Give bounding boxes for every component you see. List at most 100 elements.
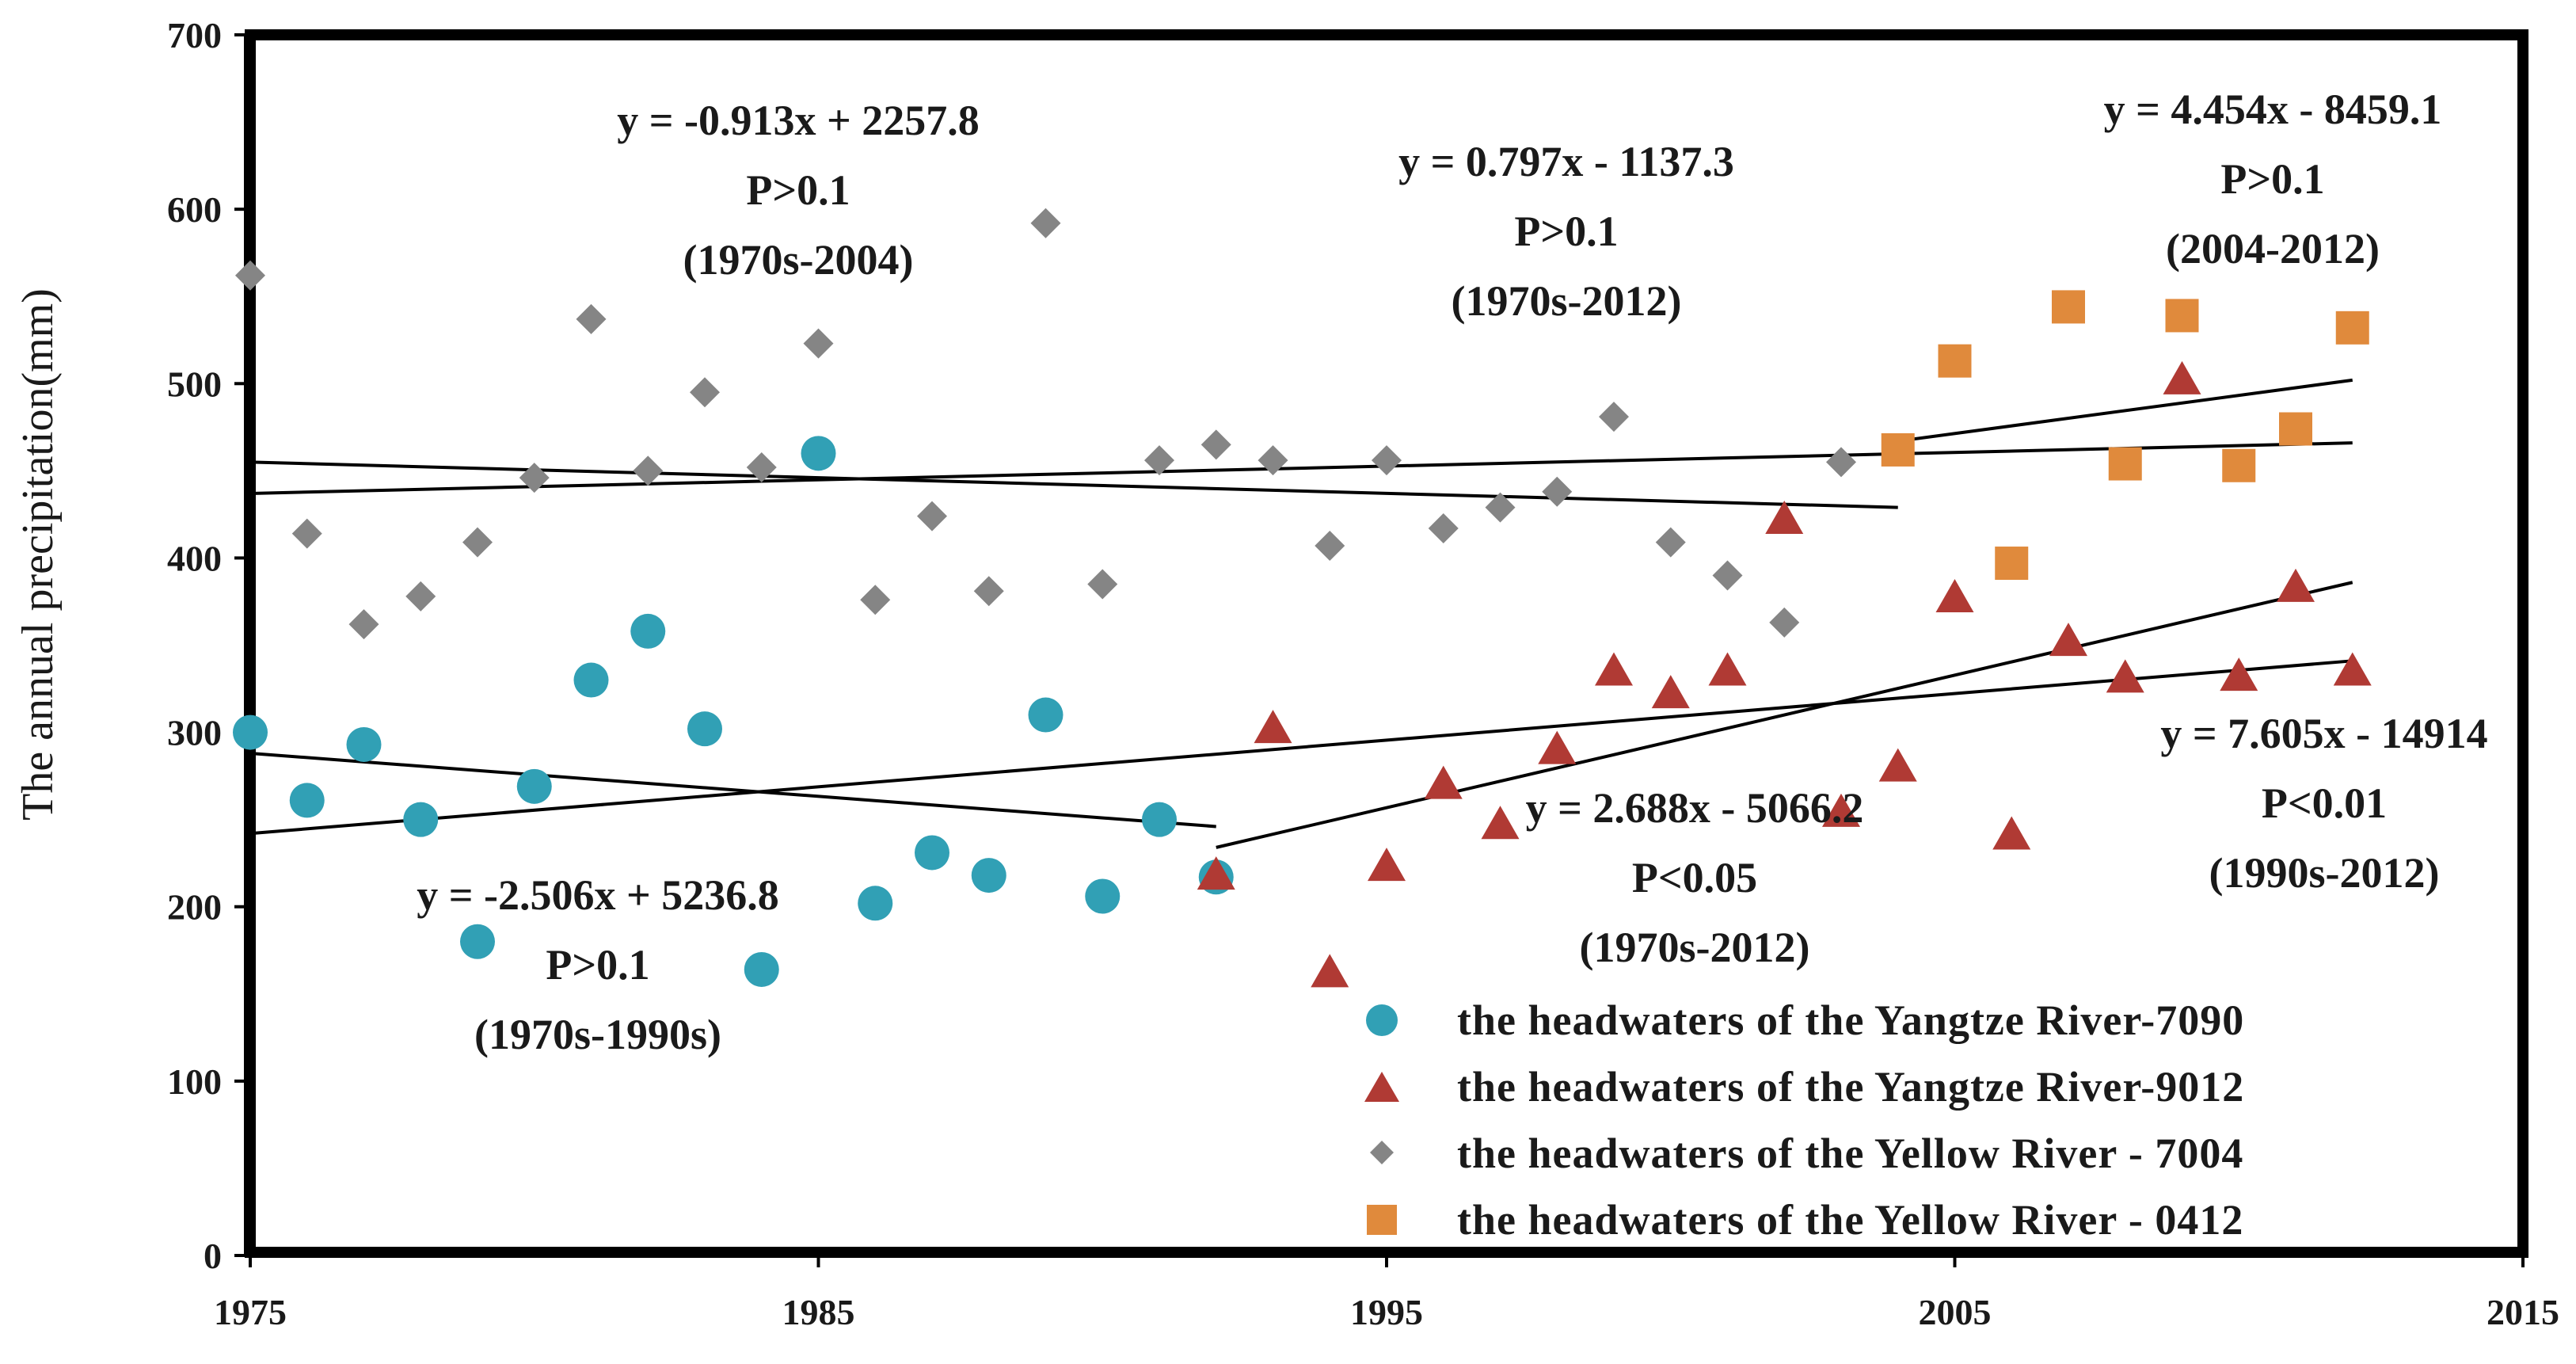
point-square bbox=[2222, 448, 2256, 482]
point-diamond bbox=[235, 260, 265, 291]
point-diamond bbox=[1769, 607, 1800, 638]
point-triangle bbox=[1935, 579, 1974, 613]
point-circle bbox=[858, 886, 893, 921]
x-tick-label: 1975 bbox=[214, 1292, 287, 1332]
point-diamond bbox=[291, 518, 322, 549]
y-tick-label: 200 bbox=[167, 887, 222, 928]
point-diamond bbox=[1485, 492, 1516, 523]
y-axis-ticks: 0 100 200 300 400 500 600 700 bbox=[167, 15, 245, 1276]
annotation-period: (1970s-2012) bbox=[1452, 277, 1682, 325]
point-square bbox=[2335, 311, 2369, 345]
point-triangle bbox=[2106, 659, 2144, 693]
point-diamond bbox=[1087, 569, 1118, 600]
x-tick-label: 1985 bbox=[782, 1292, 855, 1332]
point-circle bbox=[403, 802, 439, 837]
annotation-equation: y = -0.913x + 2257.8 bbox=[617, 97, 980, 144]
point-triangle bbox=[1595, 652, 1633, 686]
point-diamond bbox=[1144, 445, 1174, 476]
point-diamond bbox=[1599, 402, 1629, 432]
annotation-period: (1990s-2012) bbox=[2209, 849, 2440, 897]
point-triangle bbox=[1822, 793, 1860, 827]
legend-label: the headwaters of the Yellow River - 041… bbox=[1457, 1196, 2243, 1244]
legend-label: the headwaters of the Yangtze River-9012 bbox=[1457, 1063, 2244, 1111]
point-diamond bbox=[519, 463, 550, 493]
point-circle bbox=[233, 714, 268, 750]
legend-marker-diamond bbox=[1370, 1141, 1394, 1164]
point-diamond bbox=[690, 377, 720, 408]
plot-frame bbox=[245, 29, 2528, 1258]
x-axis-ticks: 1975 1985 1995 2005 2015 bbox=[214, 1255, 2559, 1332]
legend-label: the headwaters of the Yellow River - 700… bbox=[1457, 1130, 2243, 1177]
point-circle bbox=[801, 436, 836, 471]
legend-marker-square bbox=[1367, 1205, 1397, 1235]
point-square bbox=[1938, 344, 1972, 378]
point-diamond bbox=[803, 328, 834, 359]
point-triangle bbox=[1424, 765, 1463, 799]
point-triangle bbox=[1992, 816, 2031, 850]
data-points bbox=[233, 208, 2372, 988]
x-tick-label: 1995 bbox=[1350, 1292, 1423, 1332]
point-circle bbox=[573, 662, 609, 698]
point-circle bbox=[687, 711, 722, 747]
point-triangle bbox=[1538, 730, 1577, 764]
point-diamond bbox=[1200, 429, 1231, 460]
point-triangle bbox=[1254, 710, 1292, 744]
point-triangle bbox=[2220, 657, 2258, 692]
annotation-equation: y = -2.506x + 5236.8 bbox=[417, 871, 779, 919]
annotation-yellow-7004: y = -0.913x + 2257.8 P>0.1 (1970s-2004) bbox=[617, 97, 980, 284]
annotation-period: (1970s-2012) bbox=[1580, 924, 1810, 971]
legend-marker-triangle bbox=[1364, 1072, 1399, 1102]
point-diamond bbox=[973, 576, 1004, 607]
point-diamond bbox=[746, 451, 777, 482]
point-circle bbox=[1085, 878, 1121, 914]
annotation-p-value: P<0.01 bbox=[2262, 779, 2387, 827]
point-diamond bbox=[1315, 531, 1345, 562]
point-circle bbox=[1142, 802, 1177, 837]
legend: the headwaters of the Yangtze River-7090… bbox=[1364, 996, 2244, 1244]
legend-marker-circle bbox=[1366, 1004, 1398, 1036]
annotation-yangtze-7090: y = -2.506x + 5236.8 P>0.1 (1970s-1990s) bbox=[417, 871, 779, 1058]
x-tick-label: 2005 bbox=[1919, 1292, 1992, 1332]
point-triangle bbox=[2277, 568, 2315, 602]
point-diamond bbox=[633, 455, 664, 486]
annotation-period: (2004-2012) bbox=[2166, 225, 2380, 272]
point-square bbox=[1881, 432, 1915, 467]
trendline bbox=[1897, 378, 2353, 443]
y-tick-label: 300 bbox=[167, 713, 222, 753]
point-circle bbox=[460, 924, 495, 959]
point-triangle bbox=[1651, 675, 1690, 709]
annotation-p-value: P>0.1 bbox=[2220, 155, 2324, 203]
point-triangle bbox=[2163, 360, 2201, 394]
y-tick-label: 400 bbox=[167, 538, 222, 578]
y-tick-label: 700 bbox=[167, 15, 222, 55]
point-square bbox=[2165, 299, 2199, 333]
point-square bbox=[2108, 447, 2142, 481]
y-tick-label: 0 bbox=[204, 1236, 222, 1276]
point-triangle bbox=[2049, 623, 2087, 657]
point-circle bbox=[630, 613, 666, 649]
point-diamond bbox=[405, 581, 436, 612]
point-diamond bbox=[348, 609, 379, 640]
point-triangle bbox=[1765, 500, 1804, 534]
annotation-equation: y = 0.797x - 1137.3 bbox=[1398, 138, 1734, 185]
annotation-p-value: P>0.1 bbox=[1514, 208, 1618, 255]
trendline bbox=[249, 441, 2353, 495]
point-triangle bbox=[1481, 806, 1520, 840]
point-diamond bbox=[1030, 208, 1061, 238]
trendline bbox=[249, 659, 2353, 836]
point-diamond bbox=[860, 585, 891, 615]
y-tick-label: 500 bbox=[167, 364, 222, 404]
point-triangle bbox=[1708, 652, 1747, 686]
point-diamond bbox=[1428, 513, 1459, 544]
point-circle bbox=[1028, 697, 1064, 733]
point-circle bbox=[915, 835, 949, 871]
point-diamond bbox=[917, 501, 947, 532]
annotation-yellow-7012: y = 0.797x - 1137.3 P>0.1 (1970s-2012) bbox=[1398, 138, 1734, 325]
annotation-yellow-0412: y = 4.454x - 8459.1 P>0.1 (2004-2012) bbox=[2104, 86, 2442, 272]
annotation-equation: y = 7.605x - 14914 bbox=[2160, 710, 2487, 757]
annotation-equation: y = 4.454x - 8459.1 bbox=[2104, 86, 2442, 133]
point-circle bbox=[346, 726, 382, 762]
annotation-p-value: P>0.1 bbox=[546, 941, 649, 989]
annotation-equation: y = 2.688x - 5066.2 bbox=[1526, 784, 1864, 832]
y-tick-label: 100 bbox=[167, 1061, 222, 1102]
